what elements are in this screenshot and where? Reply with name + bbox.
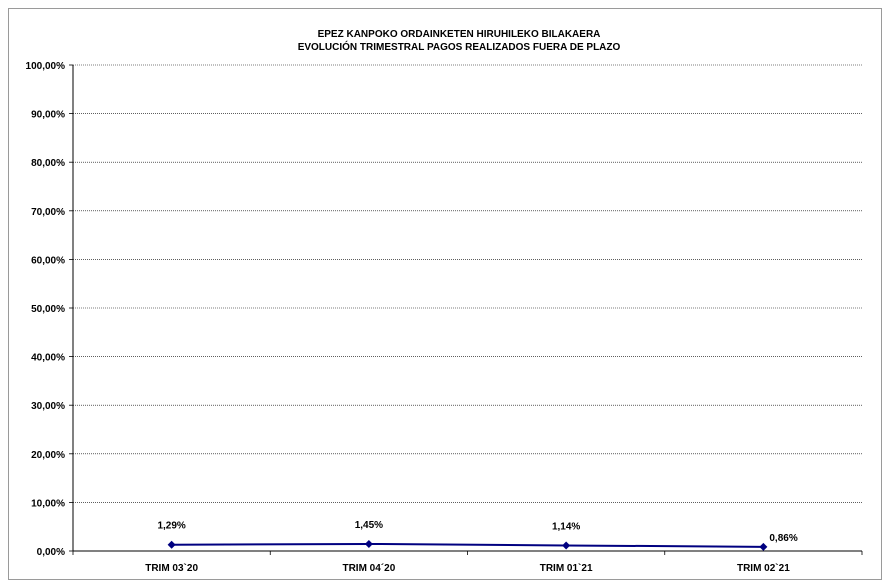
- data-labels: 1,29% 1,45% 1,14% 0,86%: [157, 520, 797, 544]
- y-tick-label: 0,00%: [37, 547, 65, 558]
- data-label: 1,14%: [552, 521, 580, 532]
- chart-frame: [8, 8, 882, 580]
- x-tick-label: TRIM 01`21: [540, 563, 593, 574]
- y-tick-label: 100,00%: [26, 61, 66, 72]
- y-tick-label: 80,00%: [31, 158, 65, 169]
- data-point-marker: [364, 539, 373, 548]
- chart-title: EPEZ KANPOKO ORDAINKETEN HIRUHILEKO BILA…: [318, 29, 601, 40]
- y-axis-tick-labels: 0,00% 10,00% 20,00% 30,00% 40,00% 50,00% 60,00…: [26, 61, 66, 558]
- y-tick-label: 20,00%: [31, 450, 65, 461]
- y-tick-label: 30,00%: [31, 401, 65, 412]
- x-axis-tick-labels: TRIM 03`20 TRIM 04´20 TRIM 01`21 TRIM 02`21: [145, 563, 790, 574]
- y-tick-label: 70,00%: [31, 207, 65, 218]
- y-tick-label: 50,00%: [31, 304, 65, 315]
- series-line: [167, 539, 768, 551]
- data-point-marker: [167, 540, 176, 549]
- chart-subtitle: EVOLUCIÓN TRIMESTRAL PAGOS REALIZADOS FU…: [298, 40, 621, 53]
- y-tick-label: 60,00%: [31, 255, 65, 266]
- y-tick-label: 10,00%: [31, 498, 65, 509]
- x-tick-label: TRIM 02`21: [737, 563, 790, 574]
- y-tick-label: 90,00%: [31, 110, 65, 121]
- x-tick-label: TRIM 03`20: [145, 563, 198, 574]
- data-label: 1,45%: [355, 520, 383, 531]
- x-tick-label: TRIM 04´20: [342, 563, 395, 574]
- data-label: 0,86%: [769, 533, 797, 544]
- data-point-marker: [759, 542, 768, 551]
- data-label: 1,29%: [157, 521, 185, 532]
- data-point-marker: [562, 541, 571, 550]
- y-tick-label: 40,00%: [31, 353, 65, 364]
- axes: [69, 64, 863, 555]
- grid-lines: [73, 64, 862, 503]
- series-line-path: [171, 542, 764, 548]
